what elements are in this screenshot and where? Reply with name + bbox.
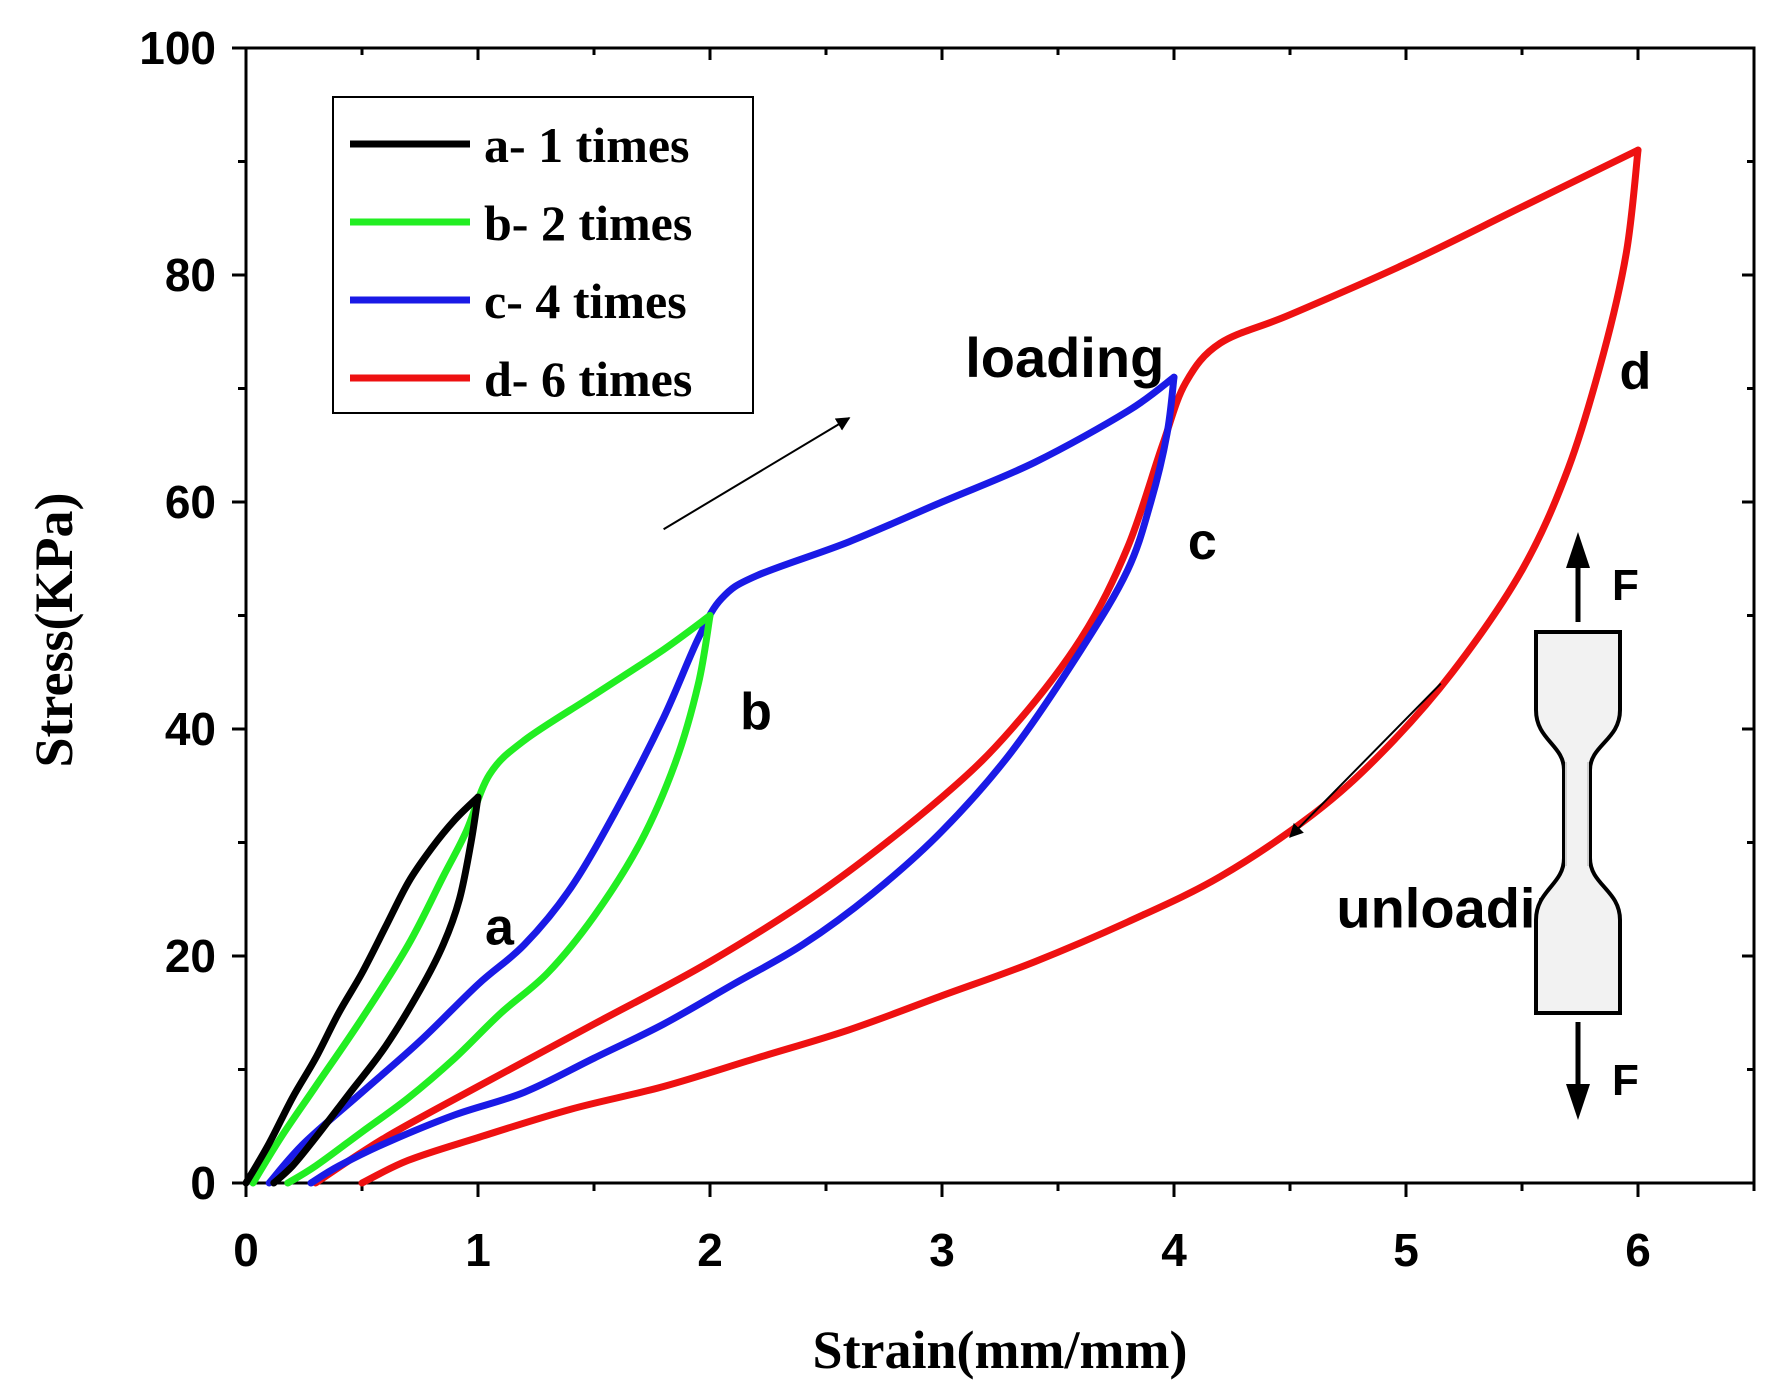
series-a-unloading-line	[270, 793, 482, 1187]
x-axis-tick-labels: 0 1 2 3 4 5 6	[233, 1224, 1651, 1276]
force-label-bottom: F	[1612, 1056, 1639, 1105]
annotation-c: c	[1188, 513, 1217, 571]
x-tick-label: 3	[929, 1224, 955, 1276]
x-axis-ticks	[244, 48, 1756, 1197]
legend: a- 1 times b- 2 times c- 4 times d- 6 times	[332, 96, 754, 414]
direction-arrows	[663, 417, 1442, 838]
force-arrowhead-up-icon	[1566, 532, 1590, 568]
y-tick-label: 80	[165, 249, 216, 301]
series-d-loading-line	[312, 146, 1642, 1187]
x-tick-label: 2	[697, 1224, 723, 1276]
series-d-unloading-line	[358, 146, 1642, 1187]
legend-box	[332, 96, 754, 414]
dog-bone-specimen	[1534, 630, 1622, 1015]
annotation-loading: loading	[965, 326, 1164, 389]
legend-label-d: d- 6 times	[484, 351, 692, 407]
y-axis-tick-labels: 0 20 40 60 80 100	[139, 22, 216, 1209]
x-tick-label: 0	[233, 1224, 259, 1276]
x-tick-label: 1	[465, 1224, 491, 1276]
data-series	[242, 146, 1642, 1187]
legend-label-b: b- 2 times	[484, 195, 692, 251]
x-tick-label: 4	[1161, 1224, 1187, 1276]
legend-label-a: a- 1 times	[484, 117, 690, 173]
series-c-loading-line	[265, 373, 1178, 1187]
loading-arrow-icon	[663, 417, 851, 531]
specimen-inner-line	[1565, 762, 1589, 866]
y-tick-label: 60	[165, 476, 216, 528]
force-arrowhead-down-icon	[1566, 1084, 1590, 1120]
x-axis-label: Strain(mm/mm)	[813, 1320, 1188, 1380]
series-b-unloading-line	[284, 612, 714, 1187]
series-a-loading-line	[242, 793, 482, 1187]
x-tick-label: 5	[1393, 1224, 1419, 1276]
x-tick-label: 6	[1625, 1224, 1651, 1276]
series-b-loading-line	[249, 612, 714, 1187]
series-c-unloading-line	[307, 373, 1178, 1187]
y-tick-label: 100	[139, 22, 216, 74]
annotation-b: b	[740, 683, 772, 741]
y-tick-label: 40	[165, 703, 216, 755]
y-tick-label: 0	[190, 1157, 216, 1209]
unloading-arrow-icon	[1289, 682, 1442, 838]
force-label-top: F	[1612, 561, 1639, 610]
dog-bone-specimen-inset: F F	[1534, 532, 1639, 1120]
legend-label-c: c- 4 times	[484, 273, 687, 329]
y-tick-label: 20	[165, 930, 216, 982]
annotation-a: a	[485, 899, 515, 957]
annotation-d: d	[1619, 343, 1651, 401]
y-axis-label: Stress(KPa)	[24, 493, 84, 768]
